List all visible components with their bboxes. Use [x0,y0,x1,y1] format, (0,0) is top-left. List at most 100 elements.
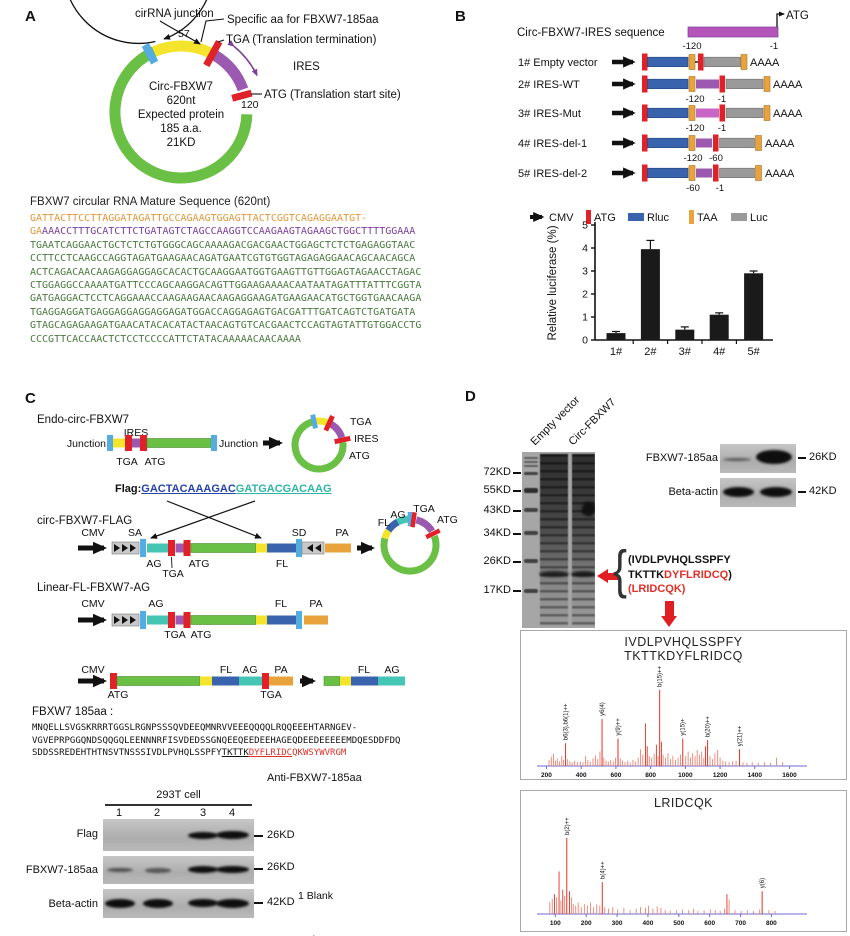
legend-atg-swatch [586,210,591,224]
pa-seg [325,543,351,553]
cmv-label: CMV [81,664,104,676]
tga-leader [171,556,173,569]
mw-55: 55KD [483,484,511,496]
center-line-2: 620nt [167,95,197,107]
tga-label: TGA [162,568,184,580]
sequence-line: TKTTKDYFLRIDCQ) [628,568,732,581]
ladder-band [524,457,538,459]
coord-right: -1 [718,94,726,105]
pa-label: PA [335,527,348,539]
arrow-body [665,601,674,616]
lane-1: 1 [116,807,123,819]
arrow-head [661,616,677,627]
coord-right: -60 [709,153,723,164]
sequence-line: (IVDLPVHQLSSPFY [628,554,731,566]
tga-tick [262,673,269,689]
ires-sequence-bar [687,26,779,38]
fl-seg [267,615,296,625]
luc-bar [725,78,764,89]
circular-rna-outline [69,0,208,45]
svg-text:600: 600 [704,920,715,927]
atg-tick [642,53,648,71]
junction-label: cirRNA junction [135,8,214,20]
pa-label: PA [274,664,287,676]
construct-row-5: 5# IRES-del-2 AAAA -60 -1 [518,164,795,194]
svg-text:y(21)++: y(21)++ [738,725,744,746]
svg-text:y6(4): y6(4) [600,702,606,716]
atg-tick [231,89,253,102]
polya: AAAA [765,168,795,180]
atg-tick-2 [719,104,725,122]
center-line-5: 21KD [167,137,196,149]
rluc-bar [647,107,689,118]
ring-ires-segment [211,50,249,92]
luc-bar [703,56,741,68]
row2-name: 2# IRES-WT [518,79,580,91]
legend-taa: TAA [697,212,718,224]
taa-tick-2 [755,165,762,181]
mw-dash [513,472,521,474]
construct-legend: CMV ATG Rluc TAA Luc [530,210,768,224]
mw-34: 34KD [483,527,511,539]
ires-seg [132,438,140,448]
circle-tga-tick [323,414,335,432]
fl-label: FL [275,598,287,610]
sequence-line: (LRIDCQK) [628,583,686,596]
circle-ires [415,516,435,534]
blot-band [188,866,218,873]
legend-luc-swatch [731,213,747,221]
ring-green-segment [109,46,253,184]
spectrum2-plot: 100 200 300 400 500 600 700 800 b(2)++ b(4)++ y(6) [537,817,807,927]
sequence-line: TGAATCAGGAACTGCTCTCTGTGGGCAGCAAAAGACGACG… [30,239,416,251]
lane-3: 3 [200,807,207,819]
svg-text:4: 4 [582,243,588,255]
sa-tick [140,539,146,557]
svg-text:800: 800 [645,772,656,777]
coord-left: -120 [685,123,704,134]
atg-tick [183,612,191,628]
atg-tick [110,673,117,689]
rna-seq-title: FBXW7 circular RNA Mature Sequence (620n… [30,196,271,208]
sequence-line: VGVEPRPGGQNDSQQGQLEENNNRFISVDEDSSGNQEEQE… [32,735,401,746]
atg-tick-2 [719,75,725,93]
sd-label: SD [292,527,307,539]
svg-text:600: 600 [610,772,621,777]
triangle-icon [122,544,128,552]
blot-band [105,899,135,908]
blot-band [188,832,218,839]
circle-tga-label: TGA [350,416,372,428]
linear-construct: CMV AG FL PA TGA ATG [78,598,328,641]
legend-rluc: Rluc [647,212,670,224]
blot-band [216,866,249,873]
mw-26: 26KD [483,555,511,567]
luc-bar [719,167,755,178]
circ-fbxw7-diagram: cirRNA junction Specific aa for FBXW7-18… [69,0,401,184]
anti-fbxw7-label: Anti-FBXW7-185aa [267,772,362,784]
pos-120: 120 [241,99,259,111]
peptide-annotation: (IVDLPVHQLSSPFY TKTTKDYFLRIDCQ) (LRIDCQK) [628,553,732,597]
product-yellow [340,676,351,686]
svg-text:700: 700 [735,920,746,927]
sequence-line: GATGAGGACTCCTCAGGAAACCAAGAAGAACAAGAGGAAG… [30,293,422,305]
endo-circle: TGA IRES ATG [291,414,379,473]
junction-tick [296,611,302,629]
luc-bar [725,107,764,118]
actin-blot-strip [103,889,254,918]
sd-tick [296,539,302,557]
blot-band [760,487,792,497]
ires-wt-bar [696,79,719,89]
svg-text:4#: 4# [713,346,726,358]
rna-sequence: GATTACTTCCTTAGGATAGATTGCCAGAAGTGGAGTTACT… [30,212,421,346]
svg-text:b(20)++: b(20)++ [706,716,712,738]
mw-dash [513,533,521,535]
center-line-4: 185 a.a. [160,123,202,135]
title-coord-left: -120 [682,41,701,52]
svg-text:b6(3),b6(1)++: b6(3),b6(1)++ [564,703,570,740]
blot-band [216,899,249,908]
coord-left: -120 [685,94,704,105]
tss-bent-arrow [776,11,785,27]
product-fl-label: FL [358,664,370,676]
yellow-seg [256,543,267,553]
mw-dash [798,491,806,493]
row1-name: 1# Empty vector [518,57,598,69]
